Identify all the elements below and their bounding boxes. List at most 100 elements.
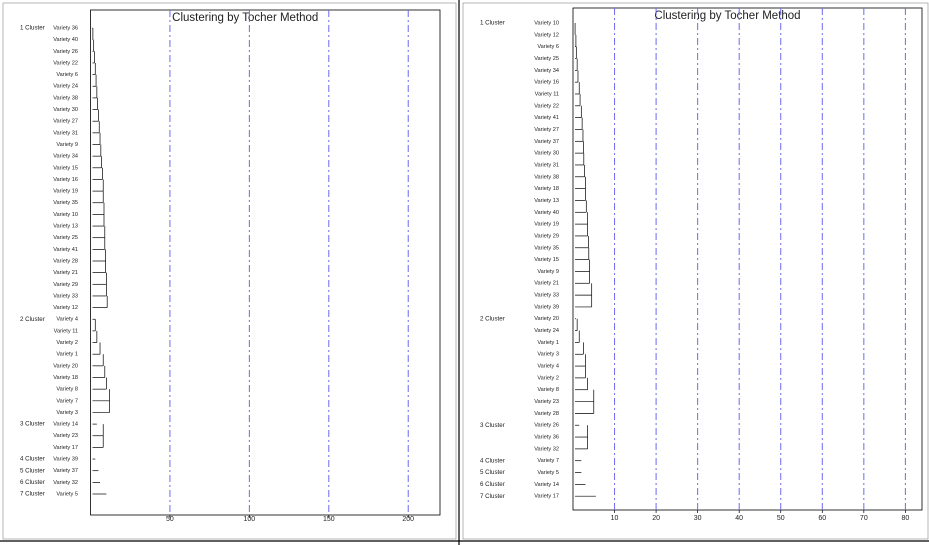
leaf-label: Variety 9 [537,269,559,275]
leaf-label: Variety 1 [537,340,559,346]
leaf-label: Variety 7 [56,398,78,404]
leaf-label: Variety 5 [537,470,559,476]
leaf-label: Variety 34 [534,68,559,74]
leaf-label: Variety 11 [535,91,559,97]
leaf-label: Variety 3 [56,410,78,416]
cluster-label: 7 Cluster [20,491,45,498]
leaf-label: Variety 12 [534,32,559,38]
cluster-label: 6 Cluster [20,479,45,486]
leaf-label: Variety 36 [53,25,78,31]
chart-title: Clustering by Tocher Method [654,10,800,22]
x-tick-label: 200 [402,516,414,523]
leaf-label: Variety 38 [534,174,559,180]
leaf-label: Variety 2 [56,340,78,346]
leaf-label: Variety 3 [537,352,559,358]
cluster-label: 5 Cluster [20,467,45,474]
leaf-label: Variety 34 [53,154,78,160]
leaf-label: Variety 31 [53,130,78,136]
leaf-label: Variety 39 [534,304,559,310]
plot-area [572,7,923,511]
cluster-label: 4 Cluster [480,457,505,464]
x-tick-label: 40 [735,515,743,522]
leaf-label: Variety 4 [537,364,559,370]
leaf-label: Variety 5 [56,491,78,497]
leaf-label: Variety 14 [53,422,78,428]
leaf-label: Variety 21 [53,270,78,276]
leaf-label: Variety 19 [53,189,78,195]
leaf-label: Variety 15 [53,165,78,171]
leaf-label: Variety 6 [537,44,559,50]
leaf-label: Variety 29 [53,282,78,288]
cluster-label: 6 Cluster [480,481,505,488]
leaf-label: Variety 28 [534,411,559,417]
leaf-label: Variety 12 [53,305,78,311]
leaf-label: Variety 23 [53,433,78,439]
cluster-label: 3 Cluster [480,422,505,429]
leaf-label: Variety 21 [534,281,559,287]
panel-frame [2,2,457,540]
leaf-label: Variety 35 [534,245,559,251]
leaf-label: Variety 7 [537,458,559,464]
leaf-label: Variety 17 [53,445,78,451]
leaf-label: Variety 22 [534,103,559,109]
leaf-label: Variety 16 [534,80,559,86]
leaf-label: Variety 20 [534,316,559,322]
leaf-label: Variety 28 [53,258,78,264]
leaf-label: Variety 8 [56,387,78,393]
x-tick-label: 20 [652,515,660,522]
leaf-label: Variety 11 [54,328,78,334]
leaf-label: Variety 19 [534,222,559,228]
leaf-label: Variety 9 [56,142,78,148]
cluster-label: 3 Cluster [20,421,45,428]
leaf-label: Variety 40 [534,210,559,216]
x-tick-label: 30 [694,515,702,522]
x-tick-label: 50 [166,516,174,523]
leaf-label: Variety 22 [53,60,78,66]
leaf-label: Variety 23 [534,399,559,405]
x-tick-label: 50 [777,515,785,522]
plot-area [90,9,441,516]
x-tick-label: 60 [818,515,826,522]
leaf-label: Variety 36 [534,435,559,441]
leaf-label: Variety 37 [53,468,78,474]
leaf-label: Variety 10 [534,20,559,26]
leaf-label: Variety 35 [53,200,78,206]
leaf-label: Variety 30 [534,151,559,157]
cluster-label: 2 Cluster [480,315,505,322]
x-tick-label: 100 [244,516,256,523]
leaf-label: Variety 13 [53,224,78,230]
leaf-label: Variety 30 [53,107,78,113]
leaf-label: Variety 24 [534,328,559,334]
leaf-label: Variety 32 [534,446,559,452]
leaf-label: Variety 17 [534,494,559,500]
leaf-label: Variety 18 [53,375,78,381]
leaf-label: Variety 29 [534,233,559,239]
leaf-label: Variety 10 [53,212,78,218]
leaf-label: Variety 18 [534,186,559,192]
leaf-label: Variety 25 [53,235,78,241]
leaf-label: Variety 16 [53,177,78,183]
leaf-label: Variety 31 [534,162,559,168]
leaf-label: Variety 14 [534,482,559,488]
leaf-label: Variety 4 [56,317,78,323]
x-tick-label: 10 [611,515,619,522]
leaf-label: Variety 27 [53,119,78,125]
leaf-label: Variety 33 [53,293,78,299]
cluster-label: 2 Cluster [20,316,45,323]
leaf-label: Variety 41 [534,115,559,121]
leaf-label: Variety 26 [534,423,559,429]
cluster-label: 7 Cluster [480,493,505,500]
leaf-label: Variety 33 [534,293,559,299]
leaf-label: Variety 39 [53,457,78,463]
leaf-label: Variety 20 [53,363,78,369]
cluster-label: 1 Cluster [20,25,45,32]
x-tick-label: 150 [323,516,335,523]
leaf-label: Variety 13 [534,198,559,204]
leaf-label: Variety 26 [53,49,78,55]
leaf-label: Variety 25 [534,56,559,62]
leaf-label: Variety 8 [537,387,559,393]
x-tick-label: 80 [901,515,909,522]
leaf-label: Variety 6 [56,72,78,78]
leaf-label: Variety 2 [537,375,559,381]
